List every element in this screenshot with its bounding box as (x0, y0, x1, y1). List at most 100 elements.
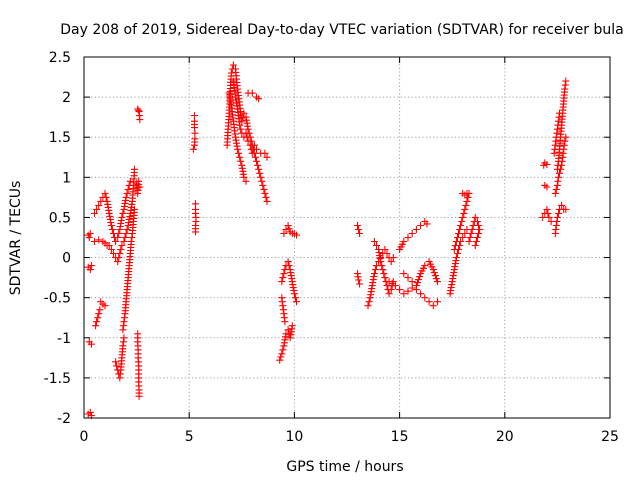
data-point (550, 149, 558, 157)
data-point (560, 141, 568, 149)
data-point (391, 282, 399, 290)
data-point (243, 133, 251, 141)
x-tick-label: 20 (496, 429, 514, 445)
data-point (97, 197, 105, 205)
data-point (562, 133, 570, 141)
data-point (120, 334, 128, 342)
data-point (381, 246, 389, 253)
x-tick-label: 0 (80, 429, 89, 445)
data-point (462, 201, 470, 209)
data-point (475, 230, 482, 237)
data-point (285, 262, 293, 270)
data-point (240, 173, 248, 181)
y-axis-label: SDTVAR / TECUs (8, 181, 24, 296)
data-point (425, 298, 433, 306)
data-point (404, 274, 412, 282)
data-point (293, 298, 300, 306)
data-point (125, 181, 133, 189)
y-tick-label: 1 (62, 170, 71, 186)
data-point (434, 278, 441, 286)
data-point (101, 302, 109, 310)
data-point (253, 145, 260, 153)
data-point (554, 177, 562, 185)
data-point (85, 234, 93, 241)
data-point (101, 189, 109, 197)
data-point (543, 183, 551, 191)
data-point (103, 197, 111, 205)
data-point (475, 222, 482, 229)
data-point (255, 95, 263, 103)
data-point (539, 213, 547, 221)
data-point (383, 250, 391, 257)
data-point (226, 95, 234, 103)
data-point (118, 242, 126, 249)
data-point (458, 218, 466, 225)
data-point (244, 137, 252, 145)
data-point (472, 238, 480, 245)
data-point (371, 266, 379, 274)
data-point (259, 181, 267, 189)
data-point (242, 177, 250, 185)
data-point (451, 263, 459, 271)
data-point (404, 234, 412, 241)
data-point (227, 69, 235, 77)
data-point (131, 205, 138, 213)
data-point (86, 408, 94, 416)
data-point (116, 250, 124, 257)
data-point (417, 290, 425, 298)
data-point (115, 230, 123, 237)
data-point (366, 294, 374, 302)
data-point (412, 226, 420, 233)
data-point (404, 287, 412, 295)
data-point (377, 258, 385, 266)
data-point (459, 213, 467, 221)
data-point (279, 274, 287, 282)
data-point (414, 279, 421, 287)
data-point (117, 217, 125, 224)
data-point (451, 242, 459, 249)
data-point (380, 270, 388, 278)
data-point (258, 177, 266, 185)
data-point (236, 153, 244, 161)
data-point (408, 230, 416, 237)
data-point (95, 201, 103, 209)
data-point (290, 290, 298, 298)
data-point (278, 350, 286, 358)
data-point (123, 226, 131, 233)
data-point (364, 302, 372, 310)
data-point (400, 270, 408, 278)
data-point (287, 328, 295, 336)
data-point (105, 242, 113, 249)
data-point (105, 209, 113, 217)
data-point (110, 250, 117, 257)
data-point (454, 234, 461, 241)
data-point (452, 238, 460, 245)
plot-frame (83, 56, 611, 419)
grid-lines (84, 57, 610, 418)
data-point (261, 149, 269, 157)
y-tick-label: -2 (57, 411, 71, 427)
data-point (284, 258, 292, 266)
data-point (248, 89, 256, 97)
data-point (356, 280, 364, 288)
data-point (289, 284, 297, 292)
data-point (113, 362, 121, 370)
data-point (87, 340, 95, 348)
data-point (562, 77, 570, 85)
x-tick-label: 5 (185, 429, 194, 445)
data-point (389, 254, 397, 262)
data-point (94, 314, 102, 322)
data-point (107, 246, 115, 253)
data-point (192, 228, 199, 236)
data-point (136, 116, 144, 124)
data-point (120, 238, 128, 245)
data-point (285, 225, 293, 233)
data-point (553, 213, 561, 221)
data-point (281, 318, 289, 326)
data-point (465, 238, 473, 245)
data-point (431, 272, 439, 280)
y-tick-label: 2 (62, 90, 71, 106)
data-point (124, 185, 132, 193)
data-point (387, 286, 395, 294)
